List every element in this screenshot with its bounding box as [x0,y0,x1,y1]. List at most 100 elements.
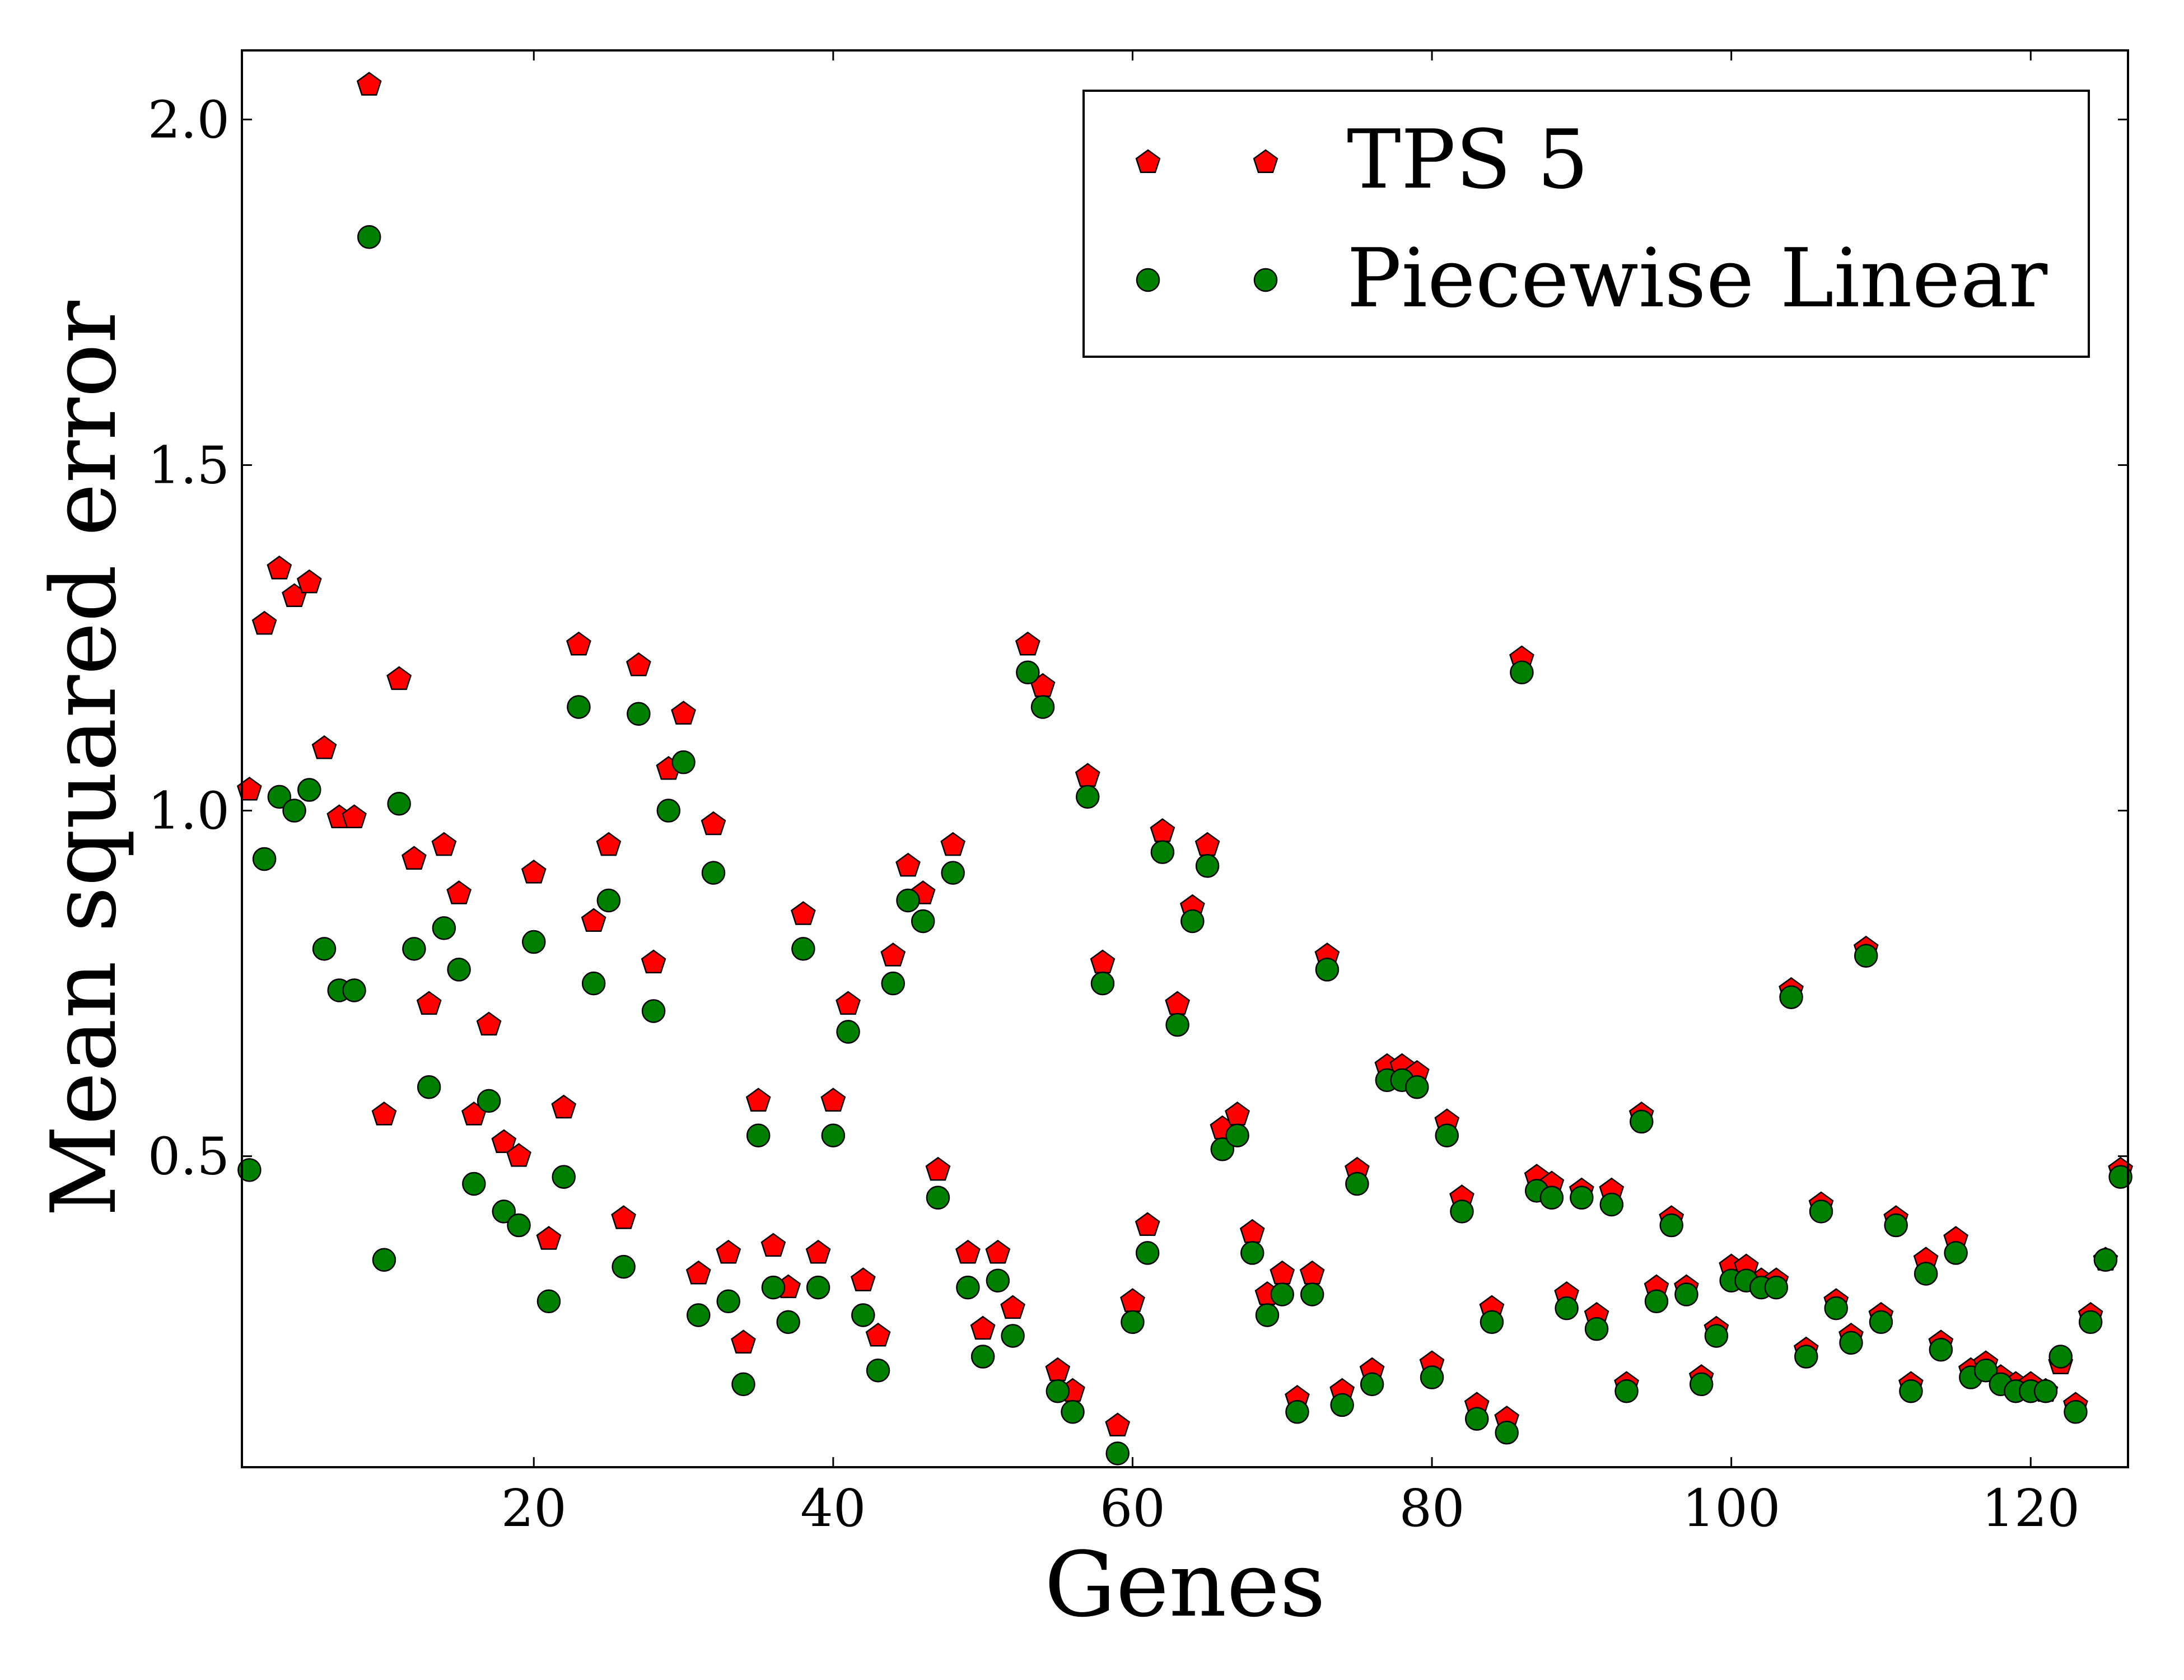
tps-point [1165,991,1191,1015]
piecewise-point [896,888,920,913]
piecewise-point [836,1020,860,1044]
piecewise-point [1270,1282,1294,1306]
piecewise-point [1225,1123,1249,1147]
piecewise-point [1330,1393,1354,1417]
tps-point [626,652,651,676]
piecewise-point [1315,958,1340,982]
y-tick-label: 1.5 [148,435,230,495]
piecewise-point [851,1303,875,1327]
piecewise-point [911,909,935,934]
piecewise-point [1944,1241,1968,1265]
piecewise-point [1001,1324,1025,1348]
piecewise-point [1030,695,1055,719]
tps-point [342,804,367,828]
tps-point [236,776,262,801]
piecewise-point [1689,1372,1714,1397]
piecewise-point [1061,1400,1085,1424]
piecewise-point [1195,854,1220,878]
tps-point [1105,1412,1131,1436]
tps-point [1135,1212,1160,1236]
tps-point [701,811,726,836]
piecewise-point [656,799,681,823]
piecewise-point [627,702,651,726]
tps-point [402,846,427,870]
tps-point [506,1143,531,1167]
piecewise-point [2048,1345,2073,1369]
piecewise-point [821,1123,846,1147]
piecewise-point [1135,1241,1160,1265]
piecewise-point [312,937,337,961]
piecewise-point [2033,1379,2058,1403]
piecewise-point [1255,1303,1280,1327]
piecewise-point [1779,985,1803,1010]
piecewise-point [237,1158,262,1182]
piecewise-point [926,1186,950,1210]
tps-point [596,832,622,856]
tps-point [925,1156,951,1181]
piecewise-point [776,1310,800,1334]
piecewise-point [1854,944,1878,968]
tps-point [1239,1219,1265,1243]
piecewise-point [1794,1345,1818,1369]
piecewise-point [1764,1275,1789,1300]
tps-point [880,942,906,967]
x-axis-label: Genes [1044,1532,1326,1637]
piecewise-point [1464,1407,1489,1431]
tps-point [1090,949,1116,974]
tps-point [836,991,861,1015]
piecewise-point [1914,1262,1938,1286]
piecewise-point [612,1254,636,1279]
piecewise-point [2093,1248,2118,1272]
tps-point [985,1239,1011,1264]
tps-point [1075,763,1100,787]
piecewise-point [1420,1365,1444,1389]
piecewise-point [1180,909,1205,934]
piecewise-point [2108,1165,2132,1189]
piecewise-point [1090,971,1115,996]
piecewise-point [716,1289,740,1314]
piecewise-point [267,785,292,809]
tps-point [641,949,666,974]
piecewise-point [552,1165,576,1189]
tps-point [791,901,816,925]
piecewise-point [1839,1331,1863,1355]
tps-point [267,556,292,580]
x-tick-label: 20 [501,1478,567,1538]
tps-point [611,1205,636,1229]
tps-point [671,701,696,725]
piecewise-point [1599,1192,1624,1217]
tps-point [805,1239,831,1264]
tps-point [416,991,442,1015]
piecewise-point [1929,1337,1953,1362]
tps-point [371,1102,397,1126]
piecewise-point [2078,1310,2103,1334]
piecewise-point [746,1123,771,1147]
piecewise-point [596,888,621,913]
tps-point [1000,1295,1025,1319]
x-tick-label: 40 [800,1478,866,1538]
tps-point [431,832,457,856]
legend-marker-piecewise [1253,268,1278,292]
piecewise-point [1704,1324,1729,1348]
piecewise-point [1300,1282,1324,1306]
piecewise-point [1105,1441,1130,1466]
piecewise-point [1869,1310,1893,1334]
piecewise-point [1480,1310,1504,1334]
tps-point [1225,1102,1250,1126]
piecewise-point [492,1200,516,1224]
piecewise-point [1644,1289,1669,1314]
tps-point [1045,1357,1071,1382]
piecewise-point [387,791,411,816]
tps-point [895,852,921,877]
legend: TPS 5 Piecewise Linear [1082,90,2090,358]
piecewise-point [791,937,815,961]
tps-point [356,72,382,96]
piecewise-point [881,971,906,996]
piecewise-point [671,750,696,774]
y-tick-label: 2.0 [148,90,230,150]
piecewise-point [462,1172,486,1196]
legend-label-tps: TPS 5 [1347,113,1589,207]
piecewise-point [1435,1123,1459,1147]
piecewise-point [1285,1400,1309,1424]
piecewise-point [866,1358,890,1383]
